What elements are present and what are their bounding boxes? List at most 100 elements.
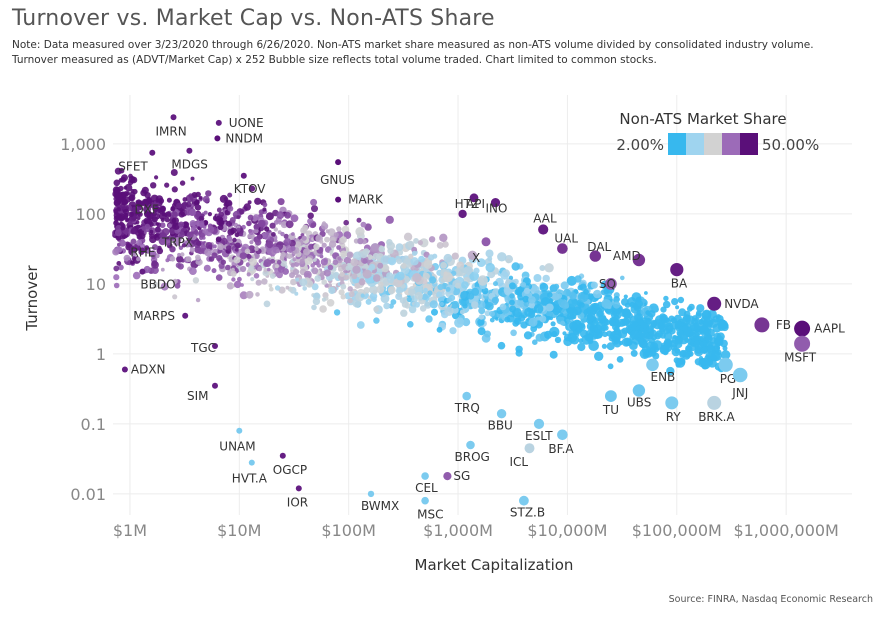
stock-dot xyxy=(171,217,179,225)
stock-dot xyxy=(203,264,211,272)
point-label-fb: FB xyxy=(776,318,791,332)
stock-dot xyxy=(314,275,322,282)
stock-dot xyxy=(328,240,337,248)
stock-dot xyxy=(362,248,370,256)
stock-dot xyxy=(700,358,709,366)
point-marps xyxy=(182,312,189,319)
stock-dot xyxy=(714,339,723,347)
stock-dot xyxy=(509,299,515,306)
stock-dot xyxy=(467,292,475,300)
point-jnj xyxy=(732,367,748,383)
point-aal xyxy=(538,224,549,235)
stock-dot xyxy=(383,302,391,310)
stock-dot xyxy=(510,329,517,337)
stock-dot xyxy=(294,241,302,248)
stock-dot xyxy=(703,316,714,328)
stock-dot xyxy=(239,291,248,300)
stock-dot xyxy=(319,239,324,244)
stock-dot xyxy=(194,204,200,210)
stock-dot xyxy=(340,294,346,300)
stock-dot xyxy=(563,317,571,324)
stock-dot xyxy=(586,334,594,342)
stock-dot xyxy=(410,257,419,266)
stock-dot xyxy=(520,281,527,288)
legend-min-label: 2.00% xyxy=(616,136,664,154)
stock-dot xyxy=(303,270,312,279)
stock-dot xyxy=(380,294,390,303)
stock-dot xyxy=(583,289,589,295)
stock-dot xyxy=(442,241,449,248)
stock-dot xyxy=(477,275,488,286)
stock-dot xyxy=(152,211,157,217)
stock-dot xyxy=(160,207,166,213)
stock-dot xyxy=(603,288,610,295)
point-brk-a xyxy=(707,395,722,410)
stock-dot xyxy=(356,217,362,223)
point-label-api: API xyxy=(466,197,485,211)
stock-dot xyxy=(439,233,448,242)
point-nndm xyxy=(214,135,221,142)
stock-dot xyxy=(412,273,422,283)
stock-dot xyxy=(155,198,160,203)
stock-dot xyxy=(641,345,651,355)
stock-dot xyxy=(232,237,237,243)
stock-dot xyxy=(266,267,271,272)
stock-dot xyxy=(663,331,673,341)
stock-dot xyxy=(116,207,121,212)
stock-dot xyxy=(234,242,241,249)
point-aapl xyxy=(794,320,811,337)
stock-dot xyxy=(706,344,715,353)
point-label-brog: BROG xyxy=(455,450,490,464)
stock-dot xyxy=(196,247,204,255)
stock-dot xyxy=(717,319,729,330)
stock-dot xyxy=(225,264,231,271)
stock-dot xyxy=(262,207,267,212)
point-label-ogcp: OGCP xyxy=(273,463,307,477)
stock-dot xyxy=(345,265,351,271)
point-uone xyxy=(215,119,222,126)
stock-dot xyxy=(170,206,176,212)
stock-dot xyxy=(178,211,185,218)
stock-dot xyxy=(413,238,419,244)
stock-dot xyxy=(151,244,159,251)
stock-dot xyxy=(118,185,124,192)
stock-dot xyxy=(484,330,491,338)
stock-dot xyxy=(497,341,506,350)
stock-dot xyxy=(499,303,507,311)
y-tick-label: 0.01 xyxy=(70,485,106,504)
stock-dot xyxy=(587,312,596,322)
stock-dot xyxy=(549,298,554,303)
stock-dot xyxy=(469,271,480,282)
stock-dot xyxy=(192,277,200,284)
stock-dot xyxy=(340,250,347,258)
point-dal xyxy=(589,250,601,262)
stock-dot xyxy=(429,276,437,284)
point-label-trq: TRQ xyxy=(454,401,480,415)
stock-dot xyxy=(387,247,394,254)
stock-dot xyxy=(662,349,669,356)
stock-dot xyxy=(137,211,143,217)
stock-dot xyxy=(328,283,332,287)
stock-dot xyxy=(219,220,225,225)
stock-dot xyxy=(715,314,721,320)
stock-dot xyxy=(395,271,405,281)
stock-dot xyxy=(171,186,178,193)
stock-dot xyxy=(234,248,239,252)
stock-dot xyxy=(227,192,233,198)
stock-dot xyxy=(217,224,224,231)
point-label-ior: IOR xyxy=(287,495,308,509)
stock-dot xyxy=(182,221,190,229)
stock-dot xyxy=(261,278,268,285)
stock-dot xyxy=(276,259,282,265)
point-ry xyxy=(665,396,679,410)
stock-dot xyxy=(532,339,538,346)
stock-dot xyxy=(569,292,577,300)
x-axis-label: Market Capitalization xyxy=(415,556,574,574)
stock-dot xyxy=(385,215,394,224)
x-tick-label: $10M xyxy=(217,521,261,540)
stock-dot xyxy=(240,265,247,273)
stock-dot xyxy=(530,325,538,333)
stock-dot xyxy=(381,264,390,273)
stock-dot xyxy=(211,252,218,259)
stock-dot xyxy=(301,235,307,241)
